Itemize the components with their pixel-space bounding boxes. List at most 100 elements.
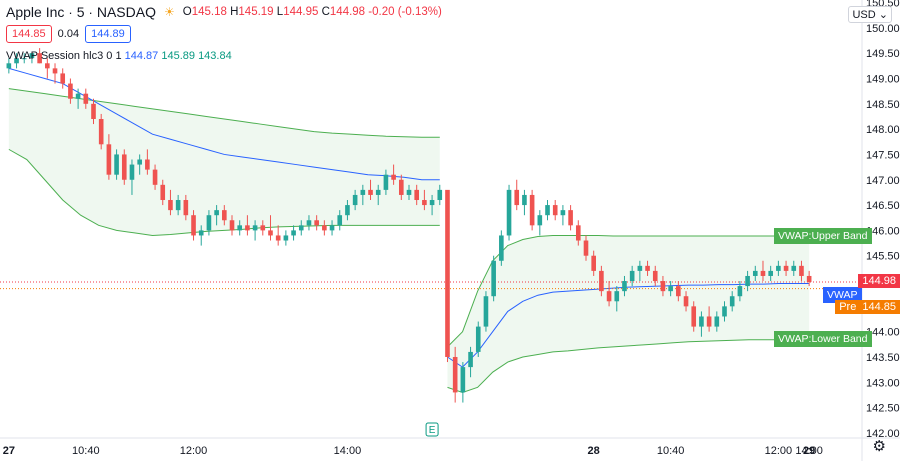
candle-body xyxy=(737,286,743,297)
indicator-name: VWAP Session hlc3 0 1 xyxy=(6,50,122,62)
candle-body xyxy=(652,270,658,282)
y-tick-label: 148.00 xyxy=(866,124,900,136)
vwap-band-fill xyxy=(8,88,440,236)
candle-body xyxy=(445,189,450,357)
candle-body xyxy=(422,200,427,206)
candle-body xyxy=(229,220,235,231)
candle-body xyxy=(514,189,520,206)
candle-body xyxy=(114,154,119,175)
y-tick-label: 150.00 xyxy=(866,23,900,35)
candle-body xyxy=(706,316,712,327)
candle-body xyxy=(676,286,681,297)
y-tick-label: 145.50 xyxy=(866,251,900,263)
candle-body xyxy=(414,189,420,201)
indicator-lower-value: 143.84 xyxy=(198,50,232,62)
candle-body xyxy=(568,210,573,226)
indicator-vwap-value: 144.87 xyxy=(124,50,159,62)
x-tick-label: 10:40 xyxy=(72,445,100,457)
vwap-tag: VWAP xyxy=(823,287,862,303)
separator-dot: · xyxy=(68,4,73,20)
candle-body xyxy=(6,63,12,69)
candle-body xyxy=(429,200,435,206)
candle-body xyxy=(599,270,604,292)
candle-body xyxy=(68,83,73,99)
candle-body xyxy=(683,296,689,307)
x-tick-label: 12:00 xyxy=(180,445,208,457)
candle-body xyxy=(406,189,412,195)
candle-body xyxy=(360,189,366,195)
vwap-upper-band-line xyxy=(447,234,810,348)
candle-body xyxy=(329,225,335,231)
market-session-icon: ☀ xyxy=(163,5,175,19)
candle-body xyxy=(175,200,181,211)
currency-selector[interactable]: USD ⌄ xyxy=(848,6,892,23)
candle-body xyxy=(268,230,273,236)
x-tick-label: 14:00 xyxy=(795,445,823,457)
candle-body xyxy=(506,189,512,236)
x-tick-label: 14:00 xyxy=(334,445,362,457)
candle-body xyxy=(45,63,50,69)
candle-body xyxy=(160,184,166,201)
candle-body xyxy=(145,159,150,170)
candle-body xyxy=(729,296,735,307)
candle-body xyxy=(306,220,312,226)
candle-body xyxy=(629,270,635,282)
candle-body xyxy=(37,53,42,64)
candle-body xyxy=(237,225,243,231)
candle-body xyxy=(799,265,804,276)
candle-body xyxy=(383,174,389,190)
spread-value: 0.04 xyxy=(57,28,80,40)
candle-body xyxy=(537,215,543,226)
candle-body xyxy=(452,356,458,393)
exchange-label: NASDAQ xyxy=(96,4,156,20)
candle-body xyxy=(806,275,812,283)
gear-icon[interactable]: ⚙ xyxy=(872,438,886,455)
candle-body xyxy=(191,215,196,236)
candle-body xyxy=(745,275,750,287)
candle-body xyxy=(168,200,173,211)
indicator-legend[interactable]: VWAP Session hlc3 0 1 144.87 145.89 143.… xyxy=(6,50,232,62)
candle-body xyxy=(768,270,773,276)
candle-body xyxy=(275,235,281,241)
candle-body xyxy=(283,235,289,241)
lower-band-tag: VWAP:Lower Band xyxy=(774,331,872,347)
candle-body xyxy=(552,205,558,216)
interval-label[interactable]: 5 xyxy=(76,4,85,20)
candle-body xyxy=(183,200,189,216)
chart-header: Apple Inc · 5 · NASDAQ ☀ O145.18 H145.19… xyxy=(6,4,442,20)
bid-price-button[interactable]: 144.85 xyxy=(6,25,52,43)
candle-body xyxy=(460,367,466,393)
symbol-name[interactable]: Apple Inc xyxy=(6,4,65,20)
candle-body xyxy=(14,58,19,64)
candle-body xyxy=(699,316,704,327)
candle-body xyxy=(345,205,350,216)
y-tick-label: 143.00 xyxy=(866,377,900,389)
candle-body xyxy=(752,270,758,276)
candle-body xyxy=(368,189,373,195)
candle-body xyxy=(52,68,58,74)
candle-body xyxy=(591,255,596,271)
ask-price-button[interactable]: 144.89 xyxy=(85,25,131,43)
vwap-band-fill xyxy=(447,235,810,393)
pre-label: Pre 144.85 xyxy=(835,300,900,314)
upper-band-tag: VWAP:Upper Band xyxy=(774,228,872,244)
candle-body xyxy=(245,225,250,231)
vwap-line xyxy=(8,67,440,181)
candle-body xyxy=(398,179,404,195)
candle-body xyxy=(198,230,204,236)
y-tick-label: 146.00 xyxy=(866,225,900,237)
candle-body xyxy=(206,215,212,231)
earnings-marker xyxy=(425,422,439,437)
pre-value: 144.85 xyxy=(862,301,896,313)
y-tick-label: 144.00 xyxy=(866,327,900,339)
y-tick-label: 142.00 xyxy=(866,428,900,440)
candle-body xyxy=(575,225,581,241)
separator-dot: · xyxy=(88,4,93,20)
candle-body xyxy=(21,58,27,60)
candle-body xyxy=(252,225,258,231)
change-value: -0.20 (-0.13%) xyxy=(368,6,442,18)
candle-body xyxy=(776,265,781,271)
candle-body xyxy=(314,220,319,226)
candle-body xyxy=(375,189,381,195)
